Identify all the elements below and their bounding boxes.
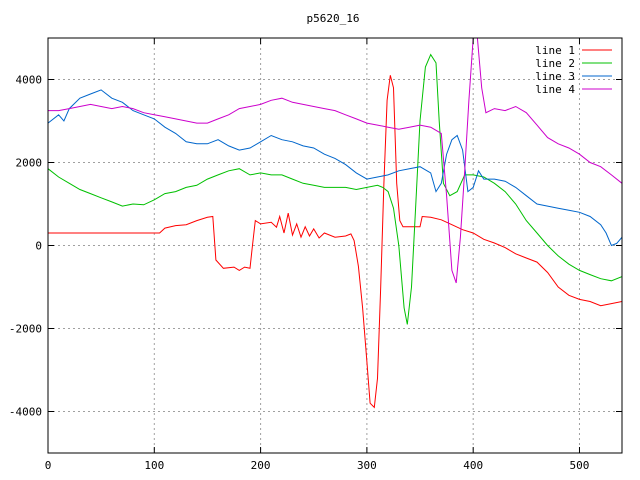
- y-tick-label: -4000: [9, 406, 42, 419]
- legend-label-2: line 2: [535, 57, 575, 70]
- y-tick-label: 4000: [16, 74, 43, 87]
- x-tick-label: 0: [45, 459, 52, 472]
- legend-label-3: line 3: [535, 70, 575, 83]
- chart-title: p5620_16: [307, 12, 360, 25]
- x-tick-label: 100: [144, 459, 164, 472]
- legend-label-1: line 1: [535, 44, 575, 57]
- y-tick-label: -2000: [9, 323, 42, 336]
- series-lines: [48, 38, 622, 409]
- x-tick-label: 500: [570, 459, 590, 472]
- axis-ticks: 0 100 200 300 400 500 -4000 -2000 0 2000 4000: [9, 38, 622, 472]
- legend-label-4: line 4: [535, 83, 575, 96]
- y-tick-label: 0: [35, 240, 42, 253]
- series-line-1: [48, 75, 622, 409]
- series-line-2: [48, 53, 622, 325]
- x-tick-label: 300: [357, 459, 377, 472]
- y-tick-label: 2000: [16, 157, 43, 170]
- x-tick-label: 400: [463, 459, 483, 472]
- series-line-4: [48, 38, 622, 284]
- series-line-3: [48, 89, 622, 247]
- grid-lines: [48, 38, 622, 453]
- x-tick-label: 200: [251, 459, 271, 472]
